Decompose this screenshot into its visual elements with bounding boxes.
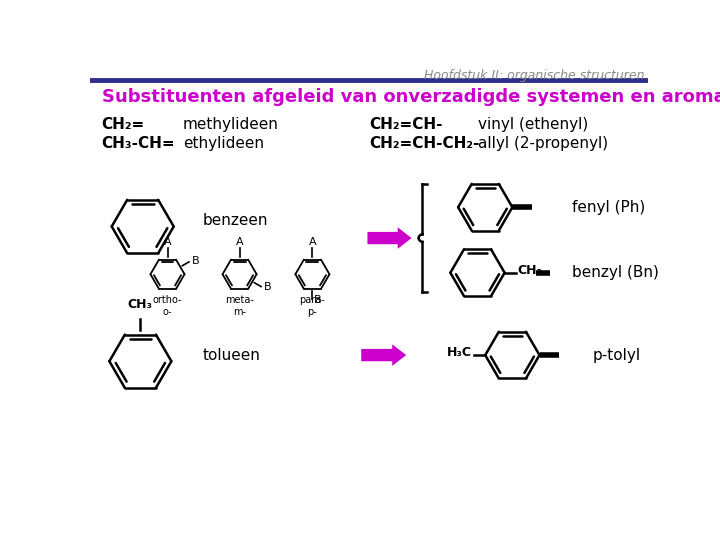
Text: CH₂=CH-CH₂-: CH₂=CH-CH₂- bbox=[369, 136, 480, 151]
Text: p-tolyl: p-tolyl bbox=[593, 348, 640, 362]
Text: CH₂=CH-: CH₂=CH- bbox=[369, 117, 443, 132]
Text: meta-
m-: meta- m- bbox=[225, 295, 254, 316]
Text: Hoofdstuk II: organische structuren: Hoofdstuk II: organische structuren bbox=[423, 70, 644, 83]
Text: benzeen: benzeen bbox=[202, 213, 268, 228]
Text: Substituenten afgeleid van onverzadigde systemen en aromaten: Substituenten afgeleid van onverzadigde … bbox=[102, 88, 720, 106]
Text: CH₂: CH₂ bbox=[518, 264, 543, 277]
Text: vinyl (ethenyl): vinyl (ethenyl) bbox=[477, 117, 588, 132]
Polygon shape bbox=[367, 227, 412, 249]
Text: allyl (2-propenyl): allyl (2-propenyl) bbox=[477, 136, 608, 151]
Text: ortho-
o-: ortho- o- bbox=[153, 295, 182, 316]
Text: ethylideen: ethylideen bbox=[183, 136, 264, 151]
Text: fenyl (Ph): fenyl (Ph) bbox=[572, 200, 645, 215]
Text: A: A bbox=[235, 237, 243, 247]
Text: methylideen: methylideen bbox=[183, 117, 279, 132]
Polygon shape bbox=[361, 345, 406, 366]
Text: H₃C: H₃C bbox=[447, 346, 472, 359]
Text: B: B bbox=[314, 295, 322, 306]
Text: B: B bbox=[264, 282, 271, 292]
Text: CH₂=: CH₂= bbox=[102, 117, 145, 132]
Text: A: A bbox=[309, 237, 316, 247]
Text: A: A bbox=[163, 237, 171, 247]
Text: tolueen: tolueen bbox=[202, 348, 260, 362]
Text: B: B bbox=[192, 256, 199, 266]
Text: CH₃: CH₃ bbox=[128, 298, 153, 311]
Text: CH₃-CH=: CH₃-CH= bbox=[102, 136, 175, 151]
Text: para-
p-: para- p- bbox=[300, 295, 325, 316]
Text: benzyl (Bn): benzyl (Bn) bbox=[572, 265, 659, 280]
